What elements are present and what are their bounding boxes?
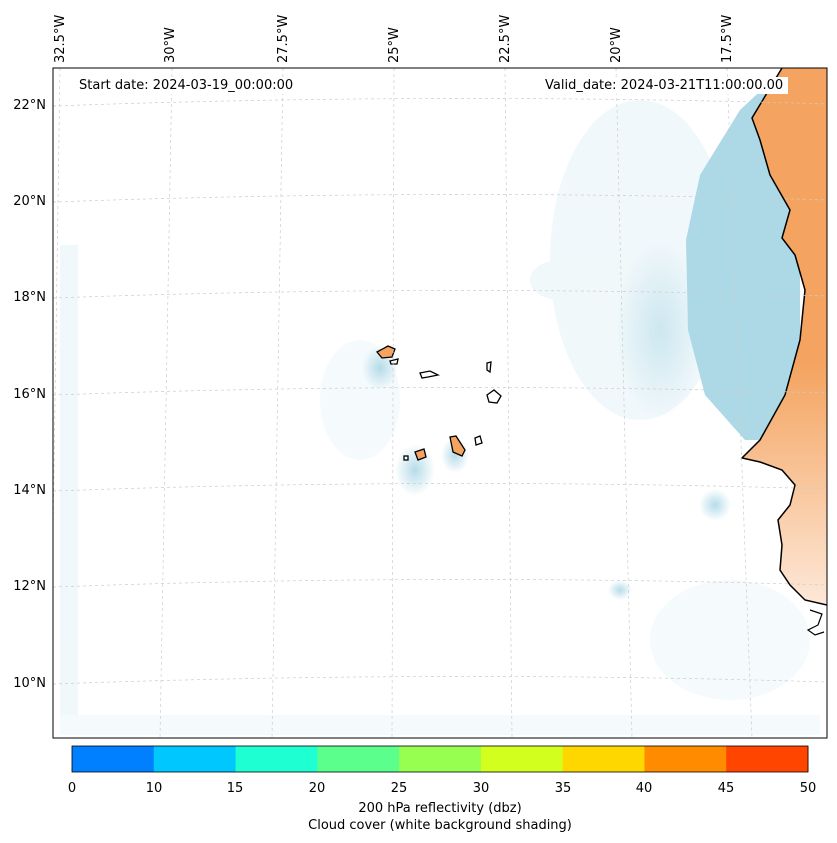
longitude-gridline xyxy=(391,68,395,738)
colorbar-segment xyxy=(72,746,155,772)
latitude-gridline xyxy=(53,290,827,299)
lat-label-16n: 16°N xyxy=(13,387,46,402)
valid-date-label: Valid_date: 2024-03-21T11:00:00.00 xyxy=(540,77,789,94)
lat-label-10n: 10°N xyxy=(13,676,46,691)
lon-label-25w: 25°W xyxy=(387,27,402,63)
colorbar-tick: 10 xyxy=(145,781,163,796)
colorbar-segment xyxy=(317,746,400,772)
colorbar-tick: 20 xyxy=(308,781,326,796)
colorbar-segment xyxy=(235,746,318,772)
colorbar-frame xyxy=(71,745,809,773)
island-maio xyxy=(474,435,483,446)
lon-label-20w: 20°W xyxy=(609,27,624,63)
cabo-verde-islands xyxy=(375,345,502,461)
lat-label-20n: 20°N xyxy=(13,194,46,209)
lat-label-22n: 22°N xyxy=(13,98,46,113)
colorbar-label: 200 hPa reflectivity (dbz) xyxy=(358,801,522,816)
longitude-gridline xyxy=(159,68,173,738)
map-frame xyxy=(52,67,828,739)
latitude-gridline xyxy=(53,676,827,685)
land-africa xyxy=(742,68,827,605)
colorbar-tick: 0 xyxy=(67,781,77,796)
longitude-gridline xyxy=(271,68,284,738)
lon-label-32-5w: 32.5°W xyxy=(53,14,68,63)
colorbar-segment xyxy=(153,746,237,772)
colorbar-segment xyxy=(562,746,645,772)
latitude-gridline xyxy=(53,98,827,107)
lat-label-18n: 18°N xyxy=(13,290,46,305)
coastline xyxy=(740,68,827,606)
longitude-gridline xyxy=(726,68,753,738)
latitude-gridline xyxy=(53,579,827,588)
start-date-label: Start date: 2024-03-19_00:00:00 xyxy=(74,77,299,94)
lon-label-27-5w: 27.5°W xyxy=(276,14,291,63)
colorbar-tick: 50 xyxy=(799,781,817,796)
latitude-gridline xyxy=(53,387,827,396)
island-sao-vicente xyxy=(389,358,399,365)
colorbar-tick: 35 xyxy=(554,781,572,796)
gridlines xyxy=(53,68,827,738)
island-santiago xyxy=(449,435,466,457)
island-sao-nicolau xyxy=(419,370,440,379)
colorbar-tick: 30 xyxy=(472,781,490,796)
longitude-gridline xyxy=(615,68,633,738)
island-sal xyxy=(486,361,492,374)
longitude-gridline xyxy=(504,68,513,738)
lon-label-30w: 30°W xyxy=(163,27,178,63)
latitude-gridline xyxy=(53,194,827,203)
lat-label-14n: 14°N xyxy=(13,483,46,498)
colorbar xyxy=(72,746,809,772)
colorbar-sublabel: Cloud cover (white background shading) xyxy=(308,818,572,833)
lon-label-17-5w: 17.5°W xyxy=(720,14,735,63)
colorbar-segment xyxy=(480,746,564,772)
lat-label-12n: 12°N xyxy=(13,579,46,594)
lon-label-22-5w: 22.5°W xyxy=(498,14,513,63)
colorbar-tick: 40 xyxy=(635,781,653,796)
island-santo-antao xyxy=(375,345,396,359)
colorbar-segment xyxy=(399,746,482,772)
longitude-gridline xyxy=(53,68,61,561)
colorbar-tick: 45 xyxy=(717,781,735,796)
latitude-gridline xyxy=(53,483,827,492)
island-fogo xyxy=(414,448,427,461)
colorbar-segment xyxy=(644,746,727,772)
colorbar-tick: 15 xyxy=(226,781,244,796)
colorbar-segment xyxy=(726,746,809,772)
colorbar-tick: 25 xyxy=(390,781,408,796)
island-boa-vista xyxy=(486,389,502,404)
